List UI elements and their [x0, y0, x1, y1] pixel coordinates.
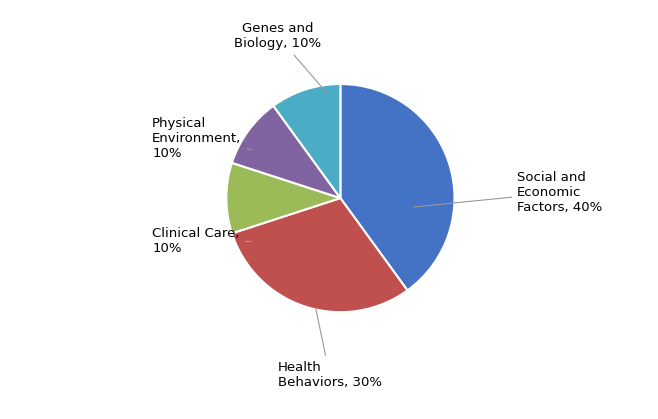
Text: Social and
Economic
Factors, 40%: Social and Economic Factors, 40%: [414, 171, 603, 214]
Wedge shape: [232, 198, 407, 312]
Wedge shape: [226, 163, 340, 233]
Wedge shape: [273, 84, 340, 198]
Text: Physical
Environment,
10%: Physical Environment, 10%: [152, 117, 252, 160]
Text: Health
Behaviors, 30%: Health Behaviors, 30%: [278, 309, 382, 389]
Text: Genes and
Biology, 10%: Genes and Biology, 10%: [234, 22, 327, 93]
Wedge shape: [340, 84, 455, 290]
Text: Clinical Care,
10%: Clinical Care, 10%: [152, 228, 252, 256]
Wedge shape: [232, 106, 340, 198]
